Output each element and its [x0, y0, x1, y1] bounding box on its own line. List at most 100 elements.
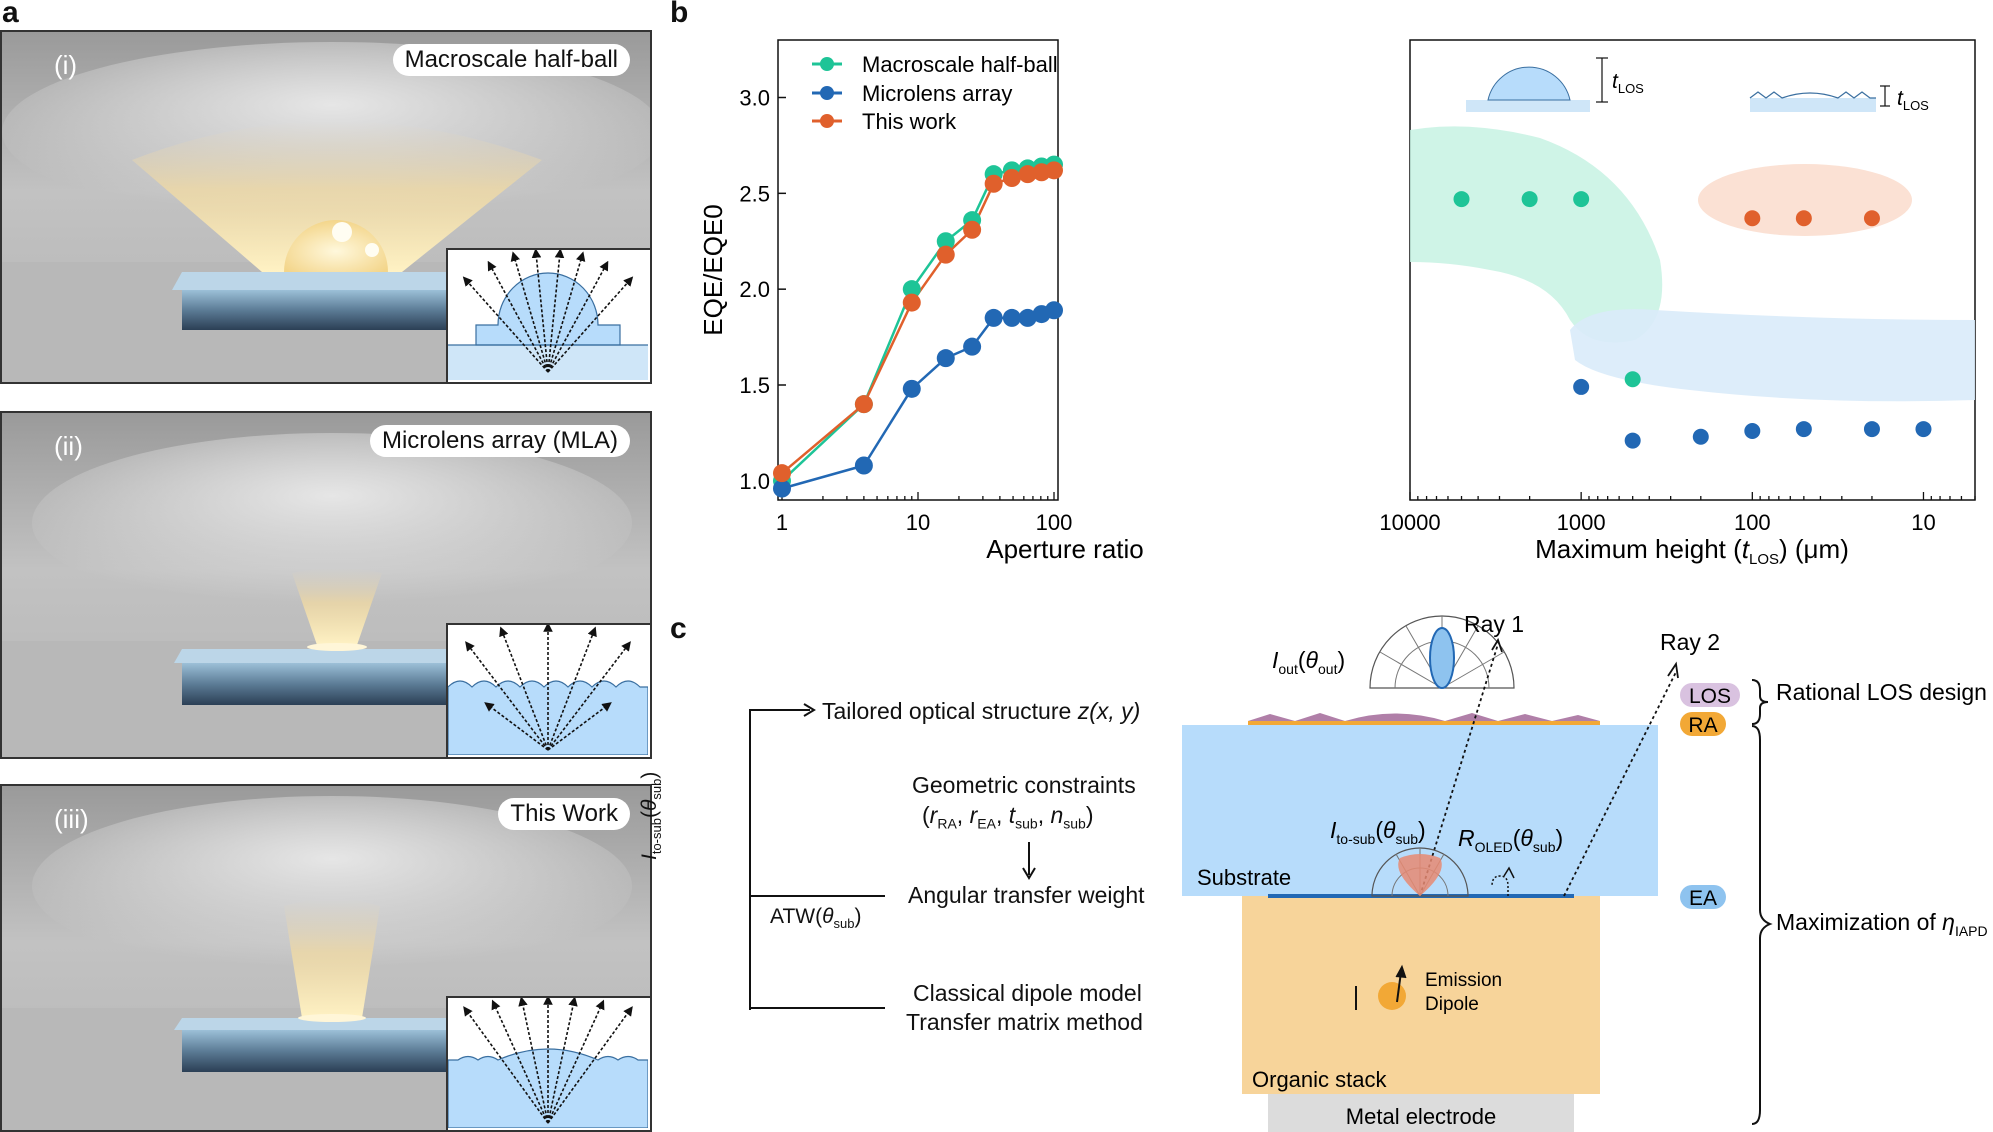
light-cone: [292, 568, 382, 645]
xtick-label: 1000: [1557, 510, 1606, 535]
data-point-0-3: [936, 232, 955, 251]
inset-this-work: [446, 996, 650, 1130]
xtick-label: 1: [776, 510, 788, 535]
ea-tag-text: EA: [1689, 887, 1717, 910]
xtick-label: 100: [1036, 510, 1073, 535]
scatter-chart-xlabel: Maximum height (tLOS) (μm): [1535, 534, 1849, 568]
ea-tag: [1680, 885, 1726, 909]
legend-half-ball: Macroscale half-ball: [862, 52, 1058, 77]
data-point-1-1: [854, 456, 873, 475]
line-chart-xlabel: Aperture ratio: [986, 534, 1144, 564]
scatter-point-1-1: [1624, 432, 1641, 449]
scatter-point-2-2: [1863, 210, 1880, 227]
scatter-point-2-0: [1744, 210, 1761, 227]
data-point-1-6: [1002, 308, 1021, 327]
scatter-point-0-2: [1573, 191, 1590, 208]
legend-this-work: This work: [862, 109, 957, 134]
data-point-0-2: [902, 280, 921, 299]
panel-label-c: c: [670, 612, 687, 645]
ytick-label: 1.0: [739, 469, 770, 494]
scene-half-ball: (i) Macroscale half-ball: [0, 30, 652, 384]
data-point-2-3: [936, 245, 955, 264]
metal-electrode: [1268, 1094, 1574, 1132]
scatter-point-1-0: [1573, 378, 1590, 395]
region-microlens: [1570, 309, 1975, 402]
inset-half-ball-diagram: [448, 250, 648, 380]
line-chart-legend: Macroscale half-ball Microlens array Thi…: [812, 52, 1058, 134]
organic-label: Organic stack: [1252, 1067, 1387, 1092]
inset-tlos-label-2: tLOS: [1897, 87, 1929, 113]
inset-microlens-diagram: [448, 625, 648, 755]
scatter-inset-half-ball: tLOS: [1466, 57, 1644, 112]
data-point-2-6: [1002, 169, 1021, 187]
legend-marker-half-ball: [820, 57, 834, 71]
rational-label: Rational LOS design: [1776, 679, 1987, 705]
flow-classical-2: Transfer matrix method: [906, 1009, 1143, 1035]
substrate-slab: [182, 1030, 482, 1072]
iout-label: Iout(θout): [1272, 647, 1345, 677]
legend-marker-this-work: [820, 114, 834, 128]
data-point-2-1: [854, 395, 873, 414]
scene-title: Macroscale half-ball: [392, 44, 630, 76]
scene-roman: (iii): [54, 804, 89, 834]
data-point-2-9: [1045, 161, 1063, 180]
substrate-slab: [182, 290, 482, 330]
itosub-polar-plot: [1371, 847, 1469, 897]
scatter-chart-ticks: 10000 1000 100 10: [1379, 492, 1976, 535]
ra-tag: [1680, 712, 1726, 736]
inset-this-work-diagram: [448, 998, 648, 1128]
ytick-label: 3.0: [739, 86, 770, 111]
data-point-1-9: [1045, 301, 1063, 320]
flow-tailored: Tailored optical structure z(x, y): [822, 698, 1141, 724]
data-point-1-3: [936, 349, 955, 368]
scatter-point-0-0: [1453, 191, 1470, 208]
half-ball-dome: [284, 220, 388, 272]
data-point-2-0: [773, 464, 791, 483]
scatter-chart-series: [1453, 191, 1932, 449]
line-chart-series: [773, 155, 1063, 498]
region-half-ball: [1410, 126, 1663, 343]
data-point-1-7: [1018, 308, 1037, 327]
brace-los: [1751, 679, 1769, 725]
ray-1-path: [1419, 643, 1499, 897]
data-point-1-0: [773, 479, 791, 498]
inset-microlens: [446, 623, 650, 757]
device-diagram: Iout(θout) Ray 1 Ray 2 Ito-sub(θsub) ROL…: [1182, 611, 1988, 1132]
scatter-point-2-1: [1795, 210, 1812, 227]
panel-label-a: a: [2, 0, 19, 29]
ra-layer: [1248, 721, 1600, 725]
ray-2-label: Ray 2: [1660, 629, 1720, 655]
scene-roman: (i): [54, 50, 78, 80]
los-structure: [1248, 713, 1600, 721]
ytick-label: 2.5: [739, 181, 770, 206]
los-tag-text: LOS: [1689, 685, 1731, 708]
xtick-label: 10: [906, 510, 930, 535]
scatter-point-1-2: [1692, 428, 1709, 445]
scatter-inset-microlens: tLOS: [1749, 85, 1929, 113]
data-point-1-4: [963, 337, 982, 356]
ra-tag-text: RA: [1688, 714, 1717, 737]
scatter-point-0-1: [1521, 191, 1538, 208]
scene-title: Microlens array (MLA): [369, 425, 630, 457]
panel-b-charts: 1.0 1.5 2.0 2.5 3.0 1 10 100 EQE/EQE0 Aperture …: [698, 39, 1976, 568]
ytick-label: 2.0: [739, 277, 770, 302]
xtick-label: 100: [1734, 510, 1771, 535]
data-point-2-5: [984, 174, 1003, 193]
emission-line-2: Dipole: [1425, 994, 1479, 1015]
scatter-point-1-4: [1795, 421, 1812, 438]
line-chart-ylabel: EQE/EQE0: [698, 204, 728, 336]
los-tag: [1680, 683, 1740, 707]
emission-dipole-dot: [1378, 982, 1406, 1010]
substrate-label: Substrate: [1197, 865, 1291, 890]
flow-atw-label: Angular transfer weight: [908, 882, 1145, 908]
light-cone: [132, 121, 542, 272]
scene-title: This Work: [498, 798, 630, 830]
scatter-point-1-5: [1863, 421, 1880, 438]
maximization-label: Maximization of ηIAPD: [1776, 909, 1988, 939]
light-cone: [284, 898, 380, 1018]
emission-line-1: Emission: [1425, 970, 1502, 991]
inset-tlos-label: tLOS: [1612, 70, 1644, 96]
flow-ito-sub: Ito-sub(θsub): [638, 771, 665, 860]
data-point-2-7: [1018, 165, 1037, 184]
flow-atw-symbol: ATW(θsub): [770, 905, 862, 932]
